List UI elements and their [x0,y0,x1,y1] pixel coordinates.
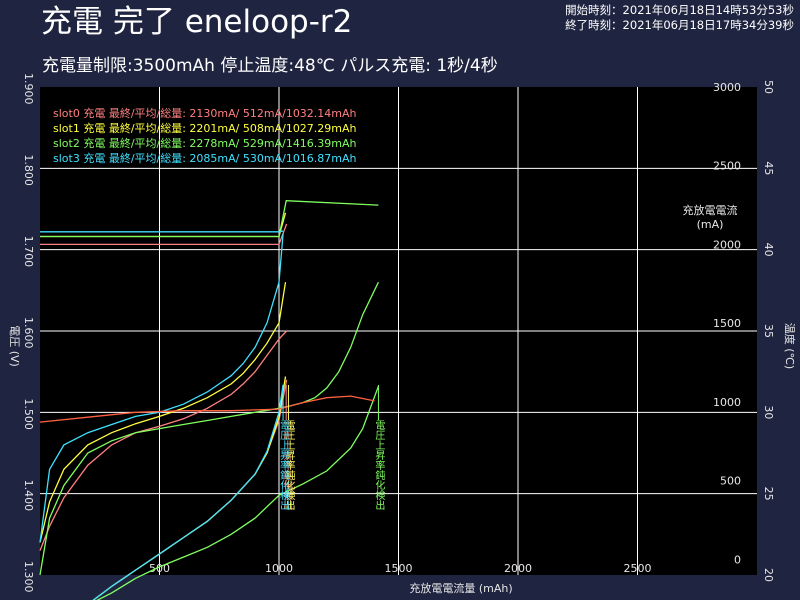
voltage-tick-label: 1.600 [22,317,35,349]
slot1-voltage-line [39,282,287,543]
slot0-current-line [40,223,288,246]
current-axis-label: 充放電電流(mA) [683,203,738,231]
slot3-temperature-line [92,384,284,600]
slot0-ref-temperature-line [39,395,375,423]
charge-settings: 充電量制限:3500mAh 停止温度:48℃ パルス充電: 1秒/4秒 [42,56,498,76]
current-tick-label: 0 [734,553,741,566]
voltage-tick-label: 1.400 [22,480,35,512]
legend: slot0 充電 最終/平均/総量: 2130mA/ 512mA/1032.14… [53,106,357,165]
temperature-tick-label: 20 [762,568,775,582]
x-tick-label: 2500 [624,562,652,575]
current-axis-label-line: 充放電電流 [683,203,738,217]
legend-entry-slot1: slot1 充電 最終/平均/総量: 2201mA/ 508mA/1027.29… [53,121,357,135]
detection-marker-label: 電圧上昇率鈍化検出 [278,420,290,510]
voltage-tick-label: 1.800 [22,154,35,186]
slot3-voltage-line [39,233,284,543]
voltage-tick-label: 1.500 [22,398,35,430]
temperature-tick-label: 30 [762,405,775,419]
temperature-axis-label: 温度 (℃) [783,323,797,369]
current-tick-label: 3000 [713,81,741,94]
current-tick-label: 2000 [713,238,741,251]
current-tick-label: 1000 [713,396,741,409]
temperature-tick-label: 40 [762,243,775,257]
slot2-voltage-line [39,281,379,576]
current-tick-label: 500 [720,475,741,488]
voltage-tick-label: 1.900 [22,73,35,105]
current-tick-label: 2500 [713,160,741,173]
legend-entry-slot2: slot2 充電 最終/平均/総量: 2278mA/ 529mA/1416.39… [53,136,357,150]
x-tick-label: 2000 [504,562,532,575]
voltage-axis-label: 電圧 (V) [8,325,21,367]
end-time: 終了時刻：2021年06月18日17時34分39秒 [565,18,794,32]
detection-marker-label: 電圧上昇率鈍化検出 [373,420,385,510]
temperature-tick-label: 45 [762,161,775,175]
slot0-voltage-line [39,330,288,551]
axis-ticks: 500 1000 1500 2000 25001.3001.4001.5001.6001… [22,73,775,593]
page-title: 充電 完了 eneloop-r2 [41,4,353,40]
series-lines [39,200,380,600]
slot2-current-line [40,200,379,238]
current-tick-label: 1500 [713,317,741,330]
detection-marker-label: 電圧上昇率鈍化検出 [283,420,295,510]
temperature-tick-label: 35 [762,324,775,338]
start-time: 開始時刻：2021年06月18日14時53分53秒 [565,3,794,17]
detection-marker-label: 電圧上昇率鈍化検出 [281,420,293,510]
legend-entry-slot0: slot0 充電 最終/平均/総量: 2130mA/ 512mA/1032.14… [53,106,357,120]
legend-entry-slot3: slot3 充電 最終/平均/総量: 2085mA/ 530mA/1016.87… [53,151,357,165]
x-tick-label: 1500 [385,562,413,575]
x-tick-label: 1000 [265,562,293,575]
x-axis-label: 充放電電流量 (mAh) [409,581,512,595]
slot3-current-line [40,230,284,233]
voltage-tick-label: 1.300 [22,561,35,593]
grid [40,87,757,575]
temperature-tick-label: 25 [762,487,775,501]
temperature-tick-label: 50 [762,80,775,94]
slot2-temperature-line [96,386,380,600]
voltage-tick-label: 1.700 [22,236,35,268]
current-axis-label-line: (mA) [697,218,724,231]
